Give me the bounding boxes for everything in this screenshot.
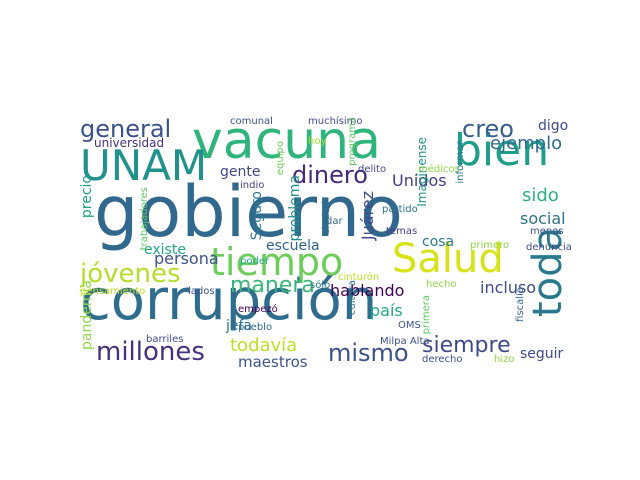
word-precio: precio	[80, 175, 95, 219]
word-temas: temas	[386, 226, 418, 237]
word-unidos: Unidos	[392, 171, 447, 190]
word-solo: sólo	[310, 280, 331, 291]
word-pais: país	[370, 301, 403, 320]
word-jefa: jefa	[226, 318, 253, 334]
word-social: social	[520, 209, 566, 228]
word-indio: indio	[240, 180, 265, 191]
word-digo: digo	[538, 118, 569, 134]
word-manera: manera	[230, 273, 315, 298]
word-seguir: seguir	[520, 346, 564, 362]
word-creo: creo	[462, 115, 514, 143]
word-delito: delito	[358, 164, 387, 175]
word-sido: sido	[522, 185, 559, 206]
word-gobierno: gobierno	[94, 171, 403, 253]
word-jovenes: jóvenes	[80, 259, 181, 289]
word-vacuna: vacuna	[192, 115, 382, 171]
word-derecho: derecho	[422, 354, 463, 365]
word-cloud: gobierno corrupción vacuna UNAM bien toda Salu…	[80, 115, 576, 371]
word-pueblo: pueblo	[238, 322, 273, 333]
word-comunal: comunal	[230, 116, 273, 127]
word-denuncia: denuncia	[526, 242, 572, 253]
word-existe: existe	[144, 242, 186, 258]
word-juarez: Juárez	[358, 191, 377, 241]
word-programa: programa	[347, 117, 358, 166]
word-ejemplo: ejemplo	[490, 133, 563, 154]
word-milpa-alta: Milpa Alta	[380, 336, 430, 347]
word-poder: poder	[240, 256, 270, 267]
word-siempre: siempre	[422, 333, 511, 358]
word-menos: menos	[530, 226, 564, 237]
word-primero: primero	[470, 240, 510, 251]
word-informar: informar	[455, 141, 466, 184]
word-cosa: cosa	[422, 234, 455, 250]
word-general: general	[80, 115, 172, 143]
word-universidad: universidad	[94, 136, 165, 150]
word-tiempo: tiempo	[210, 240, 344, 284]
word-equipo: equipo	[275, 141, 286, 176]
word-empezo: empezó	[238, 304, 278, 315]
word-escuela: escuela	[266, 238, 320, 254]
word-maestros: maestros	[238, 353, 308, 371]
word-dinero: dinero	[292, 161, 368, 189]
word-cultura: cultura	[347, 280, 358, 316]
word-bien: bien	[454, 125, 550, 176]
word-millones: millones	[96, 337, 205, 367]
word-hoy: hoy	[308, 136, 327, 147]
word-mismo: mismo	[328, 339, 409, 367]
word-corrupcion: corrupción	[80, 268, 378, 333]
word-partido: partido	[382, 204, 418, 215]
word-medicos: médicos	[418, 164, 460, 175]
word-todavia: todavía	[230, 335, 298, 356]
word-hizo: hizo	[494, 354, 515, 365]
word-cinturon: cinturón	[338, 272, 380, 283]
word-persona: persona	[154, 249, 219, 268]
word-seguro: Seguro	[249, 191, 265, 241]
word-barriles: barriles	[146, 334, 184, 345]
word-toda: toda	[525, 227, 571, 318]
word-salud: Salud	[392, 236, 504, 282]
word-primera: primera	[421, 295, 432, 335]
word-hecho: hecho	[426, 279, 457, 290]
word-oms: OMS	[398, 320, 421, 331]
word-trabajadores: trabajadores	[139, 187, 150, 251]
word-hablando: hablando	[330, 281, 405, 300]
word-lados: lados	[188, 286, 215, 297]
word-unam: UNAM	[80, 141, 208, 190]
word-incluso: incluso	[480, 278, 537, 297]
word-problema: problema	[287, 175, 303, 242]
word-muchisimo: muchísimo	[308, 116, 363, 127]
word-gente: gente	[220, 164, 261, 180]
word-pensamiento: pensamiento	[80, 286, 146, 297]
word-dar: dar	[326, 216, 343, 227]
word-fiscalia: fiscalía	[515, 287, 526, 322]
